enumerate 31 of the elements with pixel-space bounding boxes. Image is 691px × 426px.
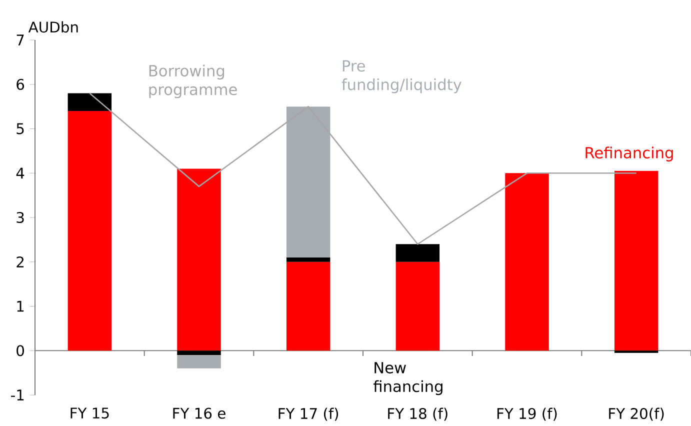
y-tick-label: 1	[17, 300, 24, 312]
y-tick-label: 7	[16, 34, 24, 46]
y-tick-label: 6	[16, 78, 24, 90]
bar	[286, 257, 330, 262]
x-tick-label: FY 20(f)	[609, 408, 664, 421]
y-tick-label: 0	[16, 345, 24, 356]
y-tick-label: 5	[16, 123, 24, 134]
bar	[505, 173, 549, 351]
series-label: Refinancing	[586, 146, 673, 162]
bar	[286, 262, 330, 351]
bar	[68, 111, 112, 351]
bar	[177, 355, 221, 368]
text: New financing	[373, 362, 442, 396]
x-tick-label: FY 18 (f)	[388, 408, 448, 421]
y-tick-label: 2	[16, 256, 24, 268]
x-tick-label: FY 16 e	[173, 408, 226, 419]
x-tick-label: FY 19 (f)	[497, 408, 557, 421]
bar	[177, 350, 221, 356]
x-tick-label: FY 17 (f)	[278, 408, 338, 421]
y-tick-label: 4	[16, 168, 24, 178]
bar	[396, 244, 440, 262]
bar	[177, 168, 221, 351]
text: Borrowing programme	[149, 64, 237, 98]
bar	[68, 93, 112, 111]
y-tick-label: -1	[11, 390, 24, 400]
y-axis-title: AUDbn	[28, 21, 78, 33]
bar	[396, 262, 440, 351]
series-label: Pre funding/liquidty	[342, 60, 462, 94]
bar	[614, 170, 658, 351]
y-tick-label: 3	[16, 212, 24, 224]
x-tick-label: FY 15	[70, 408, 109, 419]
